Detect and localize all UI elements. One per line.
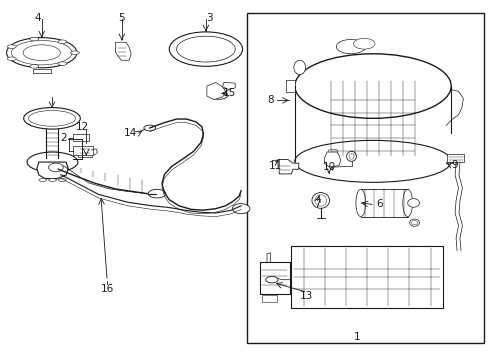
Ellipse shape [11,41,72,65]
Text: 14: 14 [123,128,137,138]
Text: 7: 7 [314,199,320,210]
FancyBboxPatch shape [292,246,443,309]
FancyBboxPatch shape [447,154,465,162]
FancyBboxPatch shape [73,146,93,155]
Ellipse shape [408,199,419,207]
Text: 11: 11 [269,161,282,171]
Text: 10: 10 [322,162,336,172]
Text: 2: 2 [60,133,67,143]
Ellipse shape [58,40,67,44]
Ellipse shape [144,125,156,131]
Ellipse shape [312,193,330,208]
Ellipse shape [27,152,78,172]
Ellipse shape [30,37,39,41]
Ellipse shape [176,36,235,62]
Polygon shape [37,162,68,179]
Ellipse shape [346,151,356,161]
FancyBboxPatch shape [286,80,295,93]
Ellipse shape [328,149,338,153]
Text: 6: 6 [376,199,383,210]
Ellipse shape [349,153,354,159]
Ellipse shape [294,60,306,75]
Ellipse shape [148,189,166,198]
Bar [247,13,485,343]
Ellipse shape [295,140,451,182]
Ellipse shape [210,91,228,99]
Ellipse shape [58,62,67,66]
Polygon shape [279,159,299,174]
FancyBboxPatch shape [78,147,92,157]
FancyBboxPatch shape [260,262,290,294]
Text: 13: 13 [299,291,313,301]
Ellipse shape [266,276,278,283]
Ellipse shape [412,221,417,225]
Ellipse shape [71,51,79,54]
Text: 15: 15 [223,88,236,98]
Polygon shape [207,82,225,100]
Ellipse shape [58,179,66,181]
Polygon shape [222,82,235,90]
FancyBboxPatch shape [73,134,89,141]
Ellipse shape [410,219,419,226]
Text: 5: 5 [119,13,125,23]
FancyBboxPatch shape [262,295,277,302]
Ellipse shape [49,179,56,181]
Ellipse shape [7,57,16,60]
Ellipse shape [356,189,366,217]
Ellipse shape [39,179,47,181]
FancyBboxPatch shape [33,69,50,73]
Ellipse shape [353,39,375,49]
Ellipse shape [169,32,243,66]
Text: 16: 16 [100,284,114,294]
Ellipse shape [295,54,451,118]
Text: 4: 4 [34,13,41,23]
Ellipse shape [30,64,39,68]
Ellipse shape [49,163,63,172]
Text: 8: 8 [268,95,274,105]
Text: 12: 12 [76,122,89,132]
Text: 1: 1 [354,332,361,342]
Text: 9: 9 [452,160,459,170]
Ellipse shape [315,195,327,206]
Ellipse shape [7,45,16,48]
Ellipse shape [336,40,366,54]
Ellipse shape [23,45,60,60]
Text: 3: 3 [206,13,213,23]
Ellipse shape [232,204,250,214]
Ellipse shape [28,111,75,126]
Ellipse shape [24,108,80,129]
Ellipse shape [403,189,413,217]
Polygon shape [325,152,341,167]
Polygon shape [116,42,131,60]
Ellipse shape [6,38,77,68]
